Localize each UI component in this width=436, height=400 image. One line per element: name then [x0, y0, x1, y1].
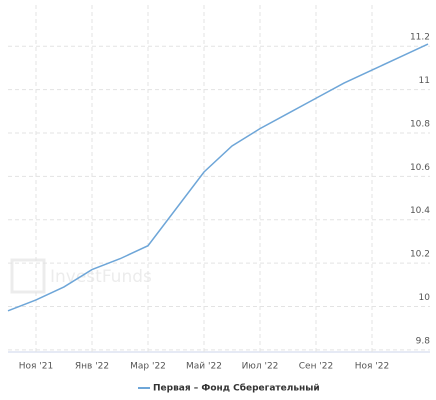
x-tick-label: Мар '22	[130, 362, 166, 372]
y-tick-label: 10	[419, 293, 431, 303]
x-tick-label: Май '22	[186, 362, 222, 372]
y-tick-label: 9.8	[416, 336, 431, 346]
legend-item[interactable]: Первая – Фонд Сберегательный	[138, 383, 320, 394]
y-tick-label: 10.4	[410, 206, 430, 216]
y-tick-label: 11.2	[410, 33, 430, 43]
x-tick-label: Ноя '21	[19, 362, 53, 372]
watermark-logo	[10, 258, 46, 294]
y-tick-label: 10.6	[410, 163, 430, 173]
y-tick-label: 10.8	[410, 119, 430, 129]
x-tick-label: Ноя '22	[355, 362, 389, 372]
series-line	[7, 43, 429, 312]
watermark: InvestFunds	[10, 258, 152, 294]
legend-label: Первая – Фонд Сберегательный	[153, 383, 320, 394]
x-tick-label: Сен '22	[299, 362, 334, 372]
x-tick-label: Июл '22	[242, 362, 279, 372]
watermark-text: InvestFunds	[50, 267, 152, 287]
y-tick-label: 10.2	[410, 250, 430, 260]
x-tick-label: Янв '22	[75, 362, 109, 372]
y-tick-label: 11	[419, 76, 430, 86]
